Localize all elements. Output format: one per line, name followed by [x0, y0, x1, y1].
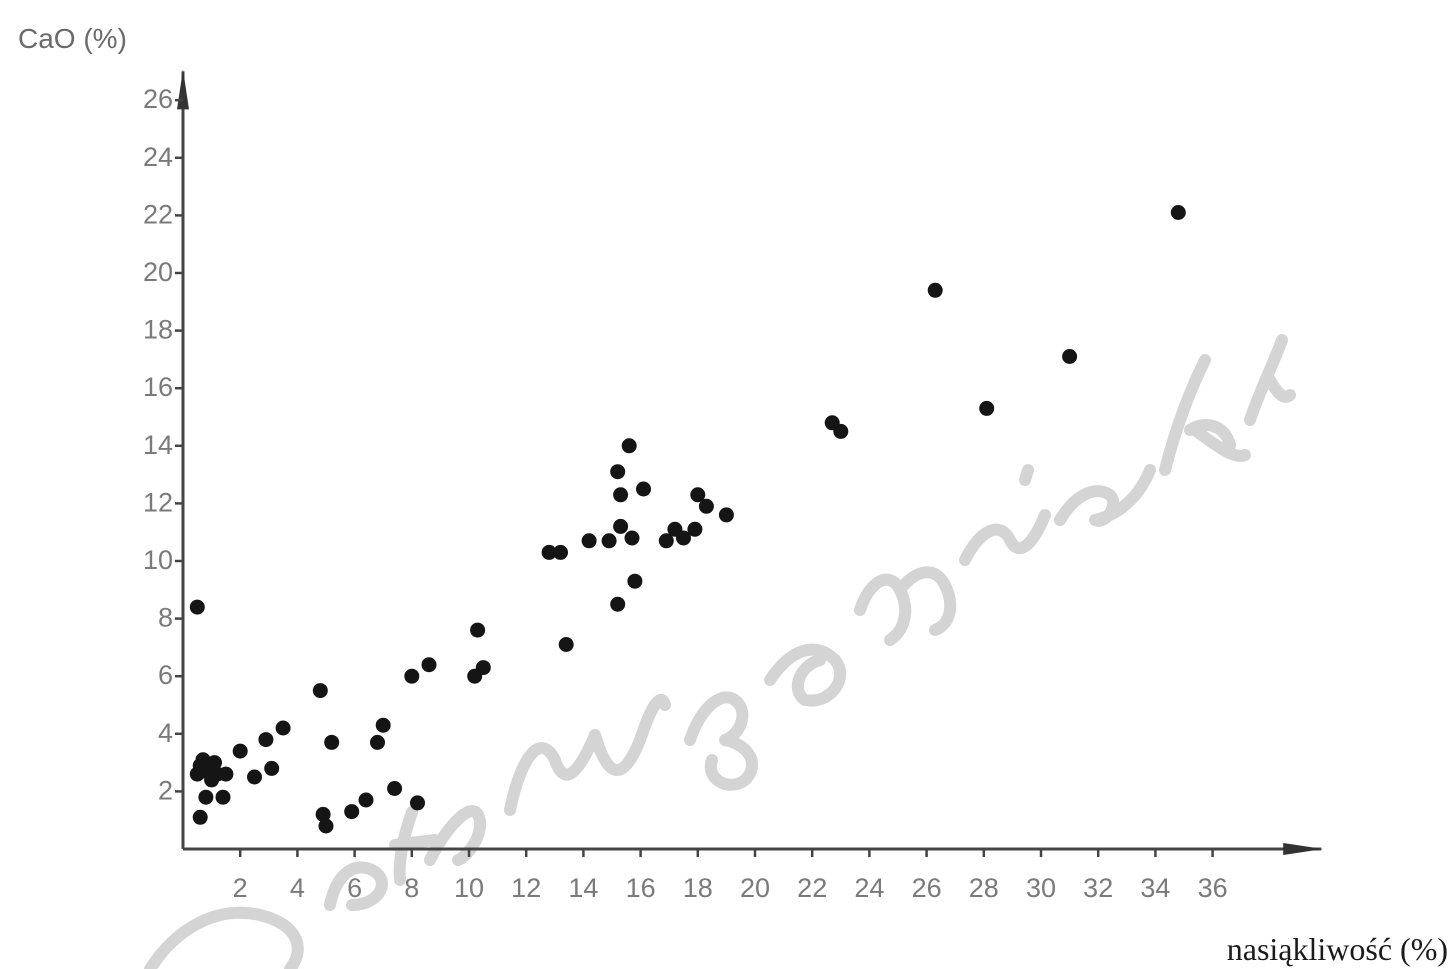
data-point [687, 522, 702, 537]
y-tick-label: 12 [143, 487, 173, 517]
y-tick-label: 22 [143, 199, 173, 229]
x-tick-label: 12 [511, 873, 541, 903]
data-point [258, 732, 273, 747]
x-tick-label: 24 [854, 873, 884, 903]
data-point [344, 804, 359, 819]
x-tick-label: 30 [1026, 873, 1056, 903]
x-axis-label: nasiąkliwość (%) [1227, 931, 1448, 967]
x-tick-label: 36 [1198, 873, 1228, 903]
data-point [422, 657, 437, 672]
data-point [602, 533, 617, 548]
data-point [582, 533, 597, 548]
data-point [1171, 205, 1186, 220]
data-point [313, 683, 328, 698]
data-point [387, 781, 402, 796]
y-tick-label: 4 [158, 718, 173, 748]
data-point [699, 499, 714, 514]
axes [177, 69, 1323, 855]
data-point [218, 767, 233, 782]
data-point [719, 507, 734, 522]
data-point [559, 637, 574, 652]
x-tick-label: 18 [683, 873, 713, 903]
x-tick-label: 14 [568, 873, 598, 903]
data-point [359, 793, 374, 808]
data-point [190, 600, 205, 615]
x-tick-label: 32 [1083, 873, 1113, 903]
y-tick-label: 14 [143, 430, 173, 460]
x-tick-label: 22 [797, 873, 827, 903]
y-tick-label: 26 [143, 84, 173, 114]
data-point [276, 721, 291, 736]
data-point [553, 545, 568, 560]
x-tick-label: 2 [233, 873, 248, 903]
data-point [376, 718, 391, 733]
data-point [613, 519, 628, 534]
data-point [622, 438, 637, 453]
x-tick-label: 16 [626, 873, 656, 903]
data-point [636, 482, 651, 497]
data-point [319, 819, 334, 834]
x-tick-label: 20 [740, 873, 770, 903]
y-axis-arrow [177, 69, 189, 109]
x-tick-label: 26 [912, 873, 942, 903]
data-point [216, 790, 231, 805]
data-point [264, 761, 279, 776]
data-point [833, 424, 848, 439]
y-tick-label: 16 [143, 372, 173, 402]
data-point [928, 283, 943, 298]
x-tick-label: 4 [290, 873, 305, 903]
data-point [324, 735, 339, 750]
y-tick-label: 18 [143, 315, 173, 345]
x-tick-label: 28 [969, 873, 999, 903]
y-axis-label: CaO (%) [18, 23, 127, 54]
data-point [979, 401, 994, 416]
data-point [625, 531, 640, 546]
data-point [610, 464, 625, 479]
data-point [370, 735, 385, 750]
data-point [233, 744, 248, 759]
data-point [404, 669, 419, 684]
data-point [470, 623, 485, 638]
y-tick-label: 6 [158, 660, 173, 690]
data-point [476, 660, 491, 675]
data-point [198, 790, 213, 805]
x-tick-label: 8 [404, 873, 419, 903]
y-tick-label: 2 [158, 775, 173, 805]
data-point [247, 770, 262, 785]
data-point [627, 574, 642, 589]
data-point [610, 597, 625, 612]
data-point [613, 487, 628, 502]
x-axis-arrow [1283, 843, 1323, 855]
y-tick-label: 10 [143, 545, 173, 575]
x-tick-label: 6 [347, 873, 362, 903]
signature-watermark [150, 340, 1290, 969]
y-tick-label: 20 [143, 257, 173, 287]
y-tick-label: 8 [158, 603, 173, 633]
data-point [193, 810, 208, 825]
data-point [410, 795, 425, 810]
data-point [1062, 349, 1077, 364]
y-tick-label: 24 [143, 142, 173, 172]
x-tick-label: 34 [1140, 873, 1170, 903]
x-tick-label: 10 [454, 873, 484, 903]
